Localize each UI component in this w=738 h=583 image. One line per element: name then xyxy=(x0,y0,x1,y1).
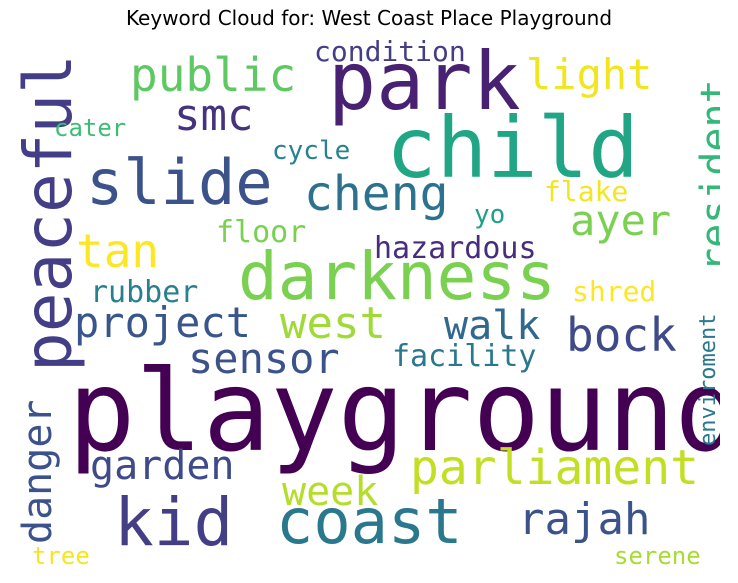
word-rajah: rajah xyxy=(518,494,651,545)
word-bock: bock xyxy=(566,308,677,362)
word-sensor: sensor xyxy=(188,334,340,383)
word-coast: coast xyxy=(276,485,463,558)
word-serene: serene xyxy=(614,542,701,570)
word-floor: floor xyxy=(216,215,307,250)
word-tree: tree xyxy=(32,542,90,570)
word-garden: garden xyxy=(90,443,235,489)
word-cater: cater xyxy=(54,114,127,142)
word-week: week xyxy=(282,469,379,515)
word-parliament: parliament xyxy=(410,440,699,496)
word-cycle: cycle xyxy=(272,136,351,166)
word-hazardous: hazardous xyxy=(374,231,537,266)
word-slide: slide xyxy=(86,146,273,219)
word-public: public xyxy=(130,48,297,102)
word-west: west xyxy=(280,298,386,349)
word-child: child xyxy=(386,99,639,197)
word-facility: facility xyxy=(392,339,537,374)
word-playground: playground xyxy=(68,347,720,477)
word-shred: shred xyxy=(572,275,657,308)
word-ayer: ayer xyxy=(570,196,672,245)
word-cloud: playground child park darkness coast kid… xyxy=(18,36,720,576)
word-park: park xyxy=(328,36,521,128)
word-smc: smc xyxy=(174,90,254,141)
word-walk: walk xyxy=(444,303,541,349)
word-darkness: darkness xyxy=(238,238,556,315)
word-cheng: cheng xyxy=(304,166,449,222)
word-flake: flake xyxy=(544,175,629,208)
chart-title: Keyword Cloud for: West Coast Place Play… xyxy=(125,6,613,30)
word-yo: yo xyxy=(474,200,506,230)
word-enviroment: enviroment xyxy=(696,313,720,446)
word-condition: condition xyxy=(314,36,466,68)
word-peaceful: peaceful xyxy=(18,54,87,372)
word-rubber: rubber xyxy=(90,275,199,310)
word-project: project xyxy=(74,298,252,347)
word-danger: danger xyxy=(18,399,61,545)
word-resident: resident xyxy=(693,79,720,272)
word-kid: kid xyxy=(114,484,234,561)
word-tan: tan xyxy=(76,224,160,278)
word-light: light xyxy=(526,50,653,99)
